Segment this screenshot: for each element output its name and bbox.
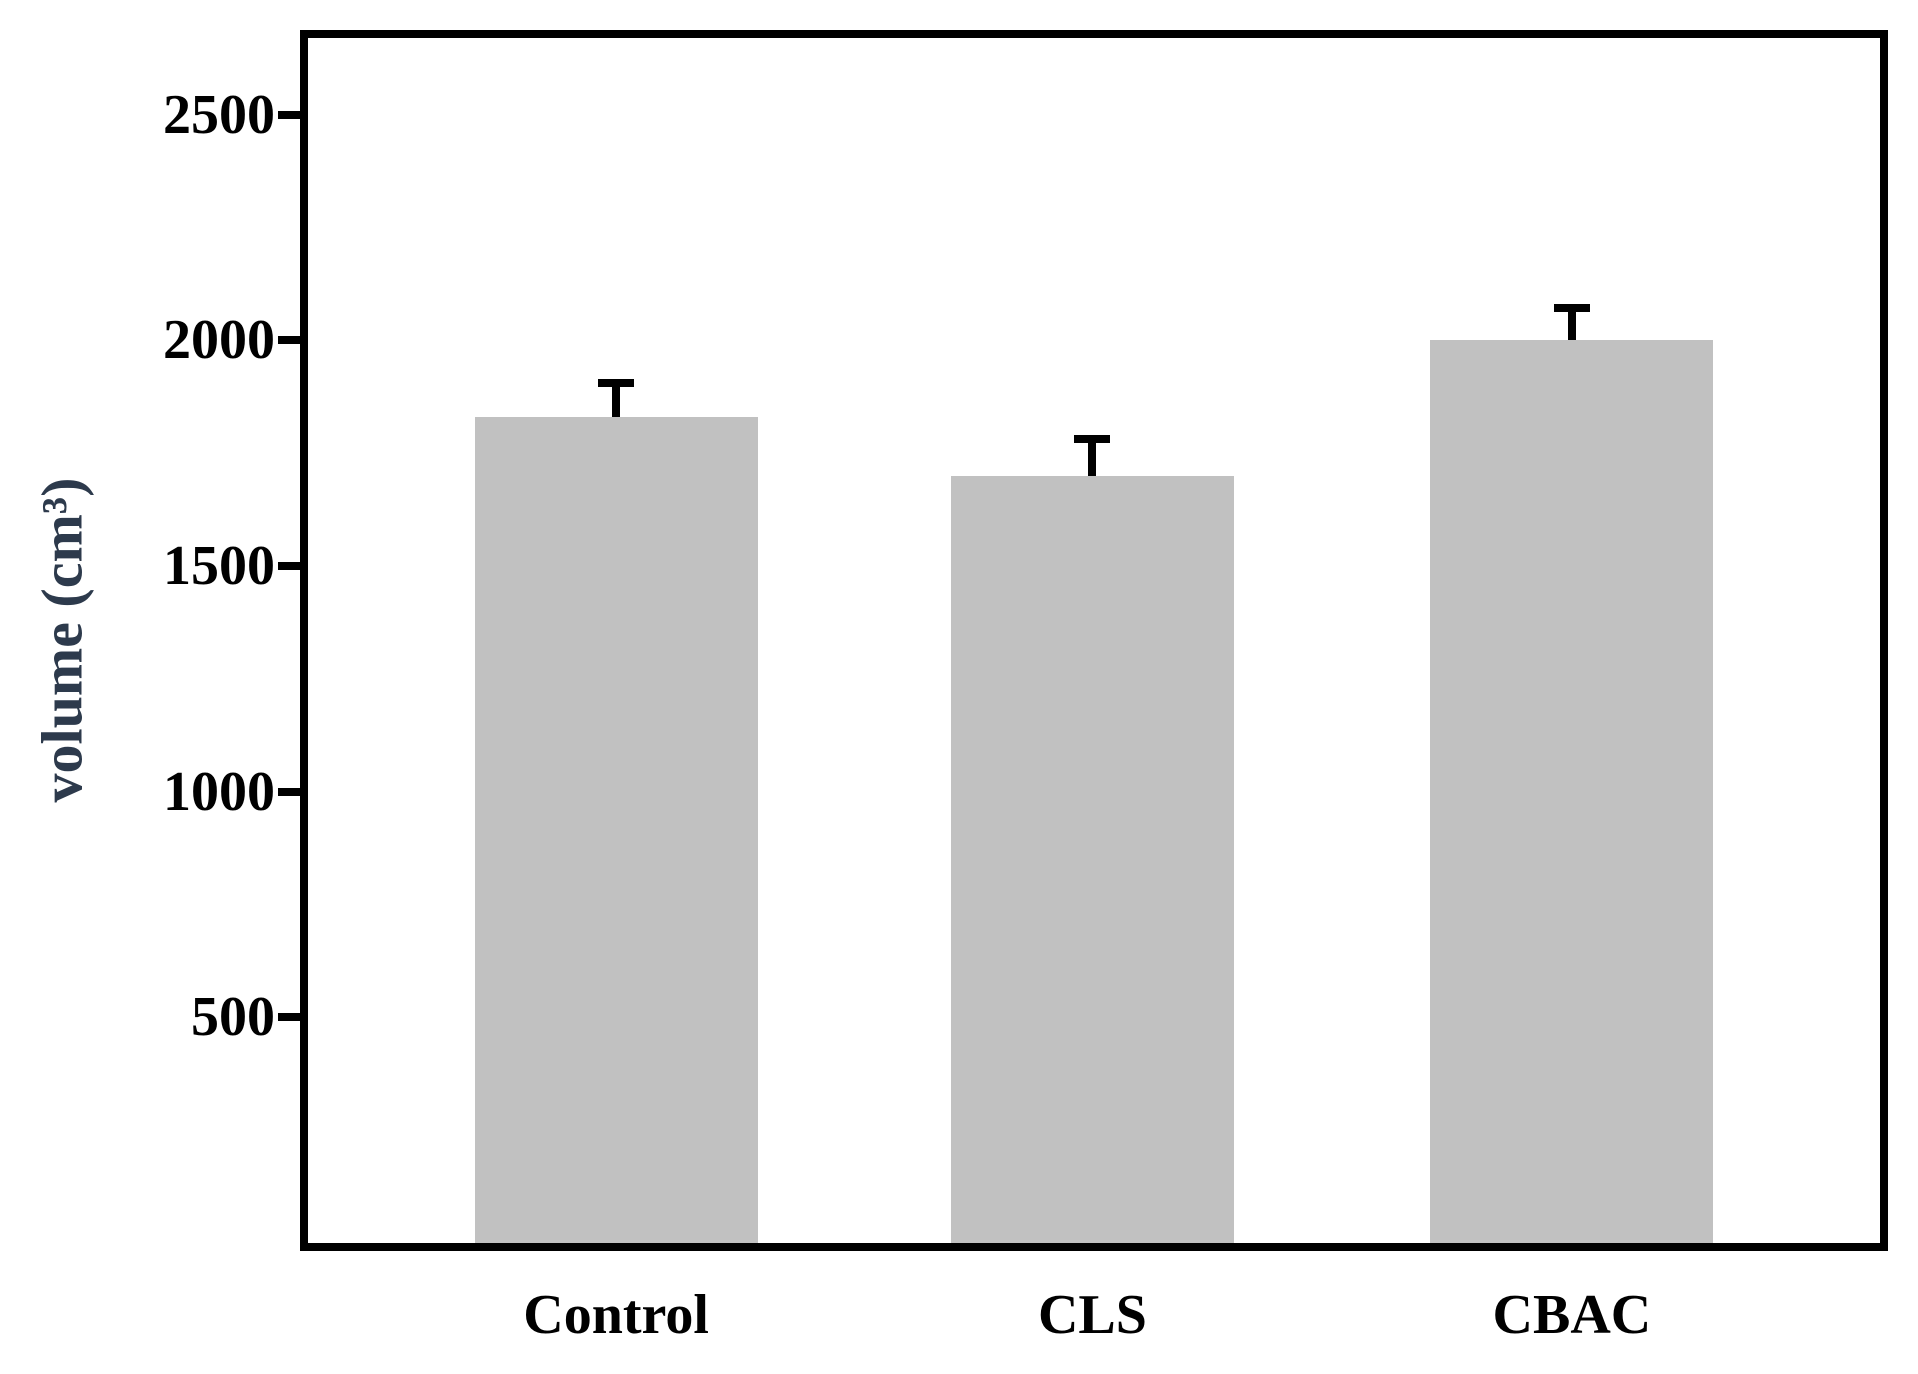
error-bar-line bbox=[1567, 304, 1576, 341]
error-bar-line bbox=[1088, 435, 1097, 476]
plot-area bbox=[300, 30, 1888, 1251]
x-category-label-cls: CLS bbox=[1037, 1284, 1147, 1346]
y-axis-title: volume (cm³) bbox=[29, 477, 95, 803]
y-tick-mark bbox=[278, 562, 302, 571]
y-tick-label: 1500 bbox=[163, 535, 275, 598]
error-bar-cap bbox=[598, 378, 635, 387]
bar-control bbox=[474, 417, 758, 1243]
bar-cbac bbox=[1430, 340, 1714, 1243]
x-category-label-control: Control bbox=[523, 1284, 709, 1346]
y-tick-mark bbox=[278, 1013, 302, 1022]
y-tick-label: 2000 bbox=[163, 309, 275, 372]
y-tick-label: 500 bbox=[191, 986, 275, 1049]
y-tick-label: 1000 bbox=[163, 760, 275, 823]
y-tick-mark bbox=[278, 336, 302, 345]
error-bar-line bbox=[612, 378, 621, 418]
error-bar-cap bbox=[1553, 304, 1590, 313]
y-tick-mark bbox=[278, 787, 302, 796]
x-category-label-cbac: CBAC bbox=[1492, 1284, 1652, 1346]
y-tick-label: 2500 bbox=[163, 83, 275, 146]
bar-cls bbox=[950, 475, 1234, 1243]
error-bar-cap bbox=[1074, 435, 1111, 444]
y-tick-mark bbox=[278, 110, 302, 119]
